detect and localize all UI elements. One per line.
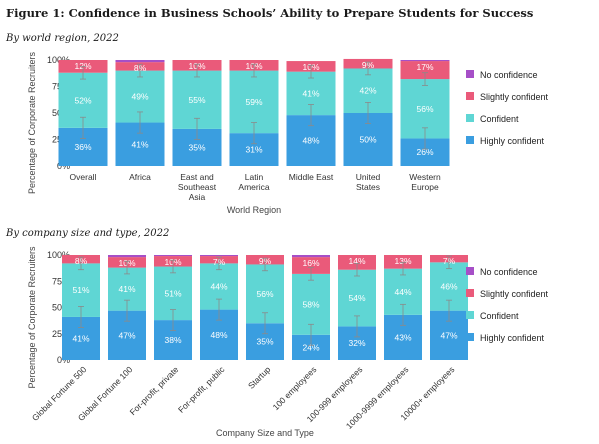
data-label: 51% bbox=[164, 288, 181, 298]
x-tick-label: Africa bbox=[129, 172, 151, 182]
y-axis-title: Percentage of Corporate Recruiters bbox=[27, 51, 37, 194]
chart-2: 0%25%50%75%100%Percentage of Corporate R… bbox=[27, 246, 549, 438]
figure-title: Figure 1: Confidence in Business Schools… bbox=[6, 6, 534, 20]
data-label: 58% bbox=[302, 299, 319, 309]
legend-swatch bbox=[466, 289, 474, 297]
legend-label: Highly confident bbox=[480, 333, 545, 343]
data-label: 16% bbox=[302, 258, 319, 268]
data-label: 44% bbox=[394, 287, 411, 297]
legend-label: Confident bbox=[480, 114, 519, 124]
bar-no-confidence bbox=[108, 255, 146, 258]
data-label: 35% bbox=[188, 142, 205, 152]
chart-1: 0%25%50%75%100%Percentage of Corporate R… bbox=[27, 51, 549, 215]
data-label: 36% bbox=[74, 142, 91, 152]
data-label: 38% bbox=[164, 335, 181, 345]
data-label: 54% bbox=[348, 293, 365, 303]
x-tick-label: United States bbox=[356, 172, 381, 192]
legend-swatch bbox=[466, 114, 474, 122]
data-label: 41% bbox=[302, 88, 319, 98]
legend-label: No confidence bbox=[480, 70, 538, 80]
data-label: 55% bbox=[188, 95, 205, 105]
data-label: 47% bbox=[118, 330, 135, 340]
data-label: 43% bbox=[394, 332, 411, 342]
legend-swatch bbox=[466, 136, 474, 144]
legend-swatch bbox=[466, 92, 474, 100]
bar-no-confidence bbox=[154, 255, 192, 257]
data-label: 44% bbox=[210, 282, 227, 292]
data-label: 50% bbox=[359, 135, 376, 145]
bar-no-confidence bbox=[400, 60, 450, 62]
x-tick-label: Latin America bbox=[238, 172, 269, 192]
x-tick-label: For-profit, private bbox=[128, 364, 181, 417]
bar-slightly-confident bbox=[400, 61, 450, 80]
data-label: 51% bbox=[72, 285, 89, 295]
x-axis-title: World Region bbox=[227, 205, 281, 215]
data-label: 17% bbox=[416, 62, 433, 72]
y-tick-label: 25% bbox=[52, 329, 70, 339]
x-tick-label: Startup bbox=[246, 364, 273, 391]
x-tick-label: Middle East bbox=[289, 172, 334, 182]
bar-slightly-confident bbox=[292, 257, 330, 274]
x-tick-label: East and Southeast Asia bbox=[178, 172, 217, 202]
data-label: 48% bbox=[302, 136, 319, 146]
data-label: 52% bbox=[74, 95, 91, 105]
data-label: 14% bbox=[348, 256, 365, 266]
data-label: 48% bbox=[210, 330, 227, 340]
data-label: 56% bbox=[256, 289, 273, 299]
bar-slightly-confident bbox=[338, 255, 376, 270]
data-label: 47% bbox=[440, 330, 457, 340]
data-label: 46% bbox=[440, 282, 457, 292]
legend-swatch bbox=[466, 311, 474, 319]
legend-label: No confidence bbox=[480, 267, 538, 277]
bar-no-confidence bbox=[115, 60, 165, 63]
data-label: 41% bbox=[118, 284, 135, 294]
y-tick-label: 100% bbox=[47, 250, 70, 260]
legend-swatch bbox=[466, 70, 474, 78]
legend-label: Highly confident bbox=[480, 136, 545, 146]
y-tick-label: 100% bbox=[47, 55, 70, 65]
chart2-subtitle: By company size and type, 2022 bbox=[6, 228, 170, 239]
data-label: 49% bbox=[131, 92, 148, 102]
x-tick-label: 100 employees bbox=[271, 364, 319, 412]
data-label: 35% bbox=[256, 337, 273, 347]
y-tick-label: 50% bbox=[52, 303, 70, 313]
legend-label: Slightly confident bbox=[480, 289, 549, 299]
chart1-subtitle: By world region, 2022 bbox=[6, 33, 119, 44]
data-label: 32% bbox=[348, 338, 365, 348]
legend-label: Confident bbox=[480, 311, 519, 321]
data-label: 24% bbox=[302, 342, 319, 352]
data-label: 41% bbox=[72, 333, 89, 343]
data-label: 26% bbox=[416, 147, 433, 157]
y-tick-label: 75% bbox=[52, 276, 70, 286]
x-tick-label: Overall bbox=[70, 172, 97, 182]
legend-swatch bbox=[466, 267, 474, 275]
bar-no-confidence bbox=[292, 255, 330, 258]
data-label: 41% bbox=[131, 139, 148, 149]
x-axis-title: Company Size and Type bbox=[216, 428, 314, 438]
data-label: 59% bbox=[245, 97, 262, 107]
legend-swatch bbox=[466, 333, 474, 341]
bar-slightly-confident bbox=[384, 255, 422, 269]
legend-label: Slightly confident bbox=[480, 92, 549, 102]
bar-no-confidence bbox=[200, 255, 238, 257]
data-label: 13% bbox=[394, 256, 411, 266]
data-label: 56% bbox=[416, 104, 433, 114]
data-label: 42% bbox=[359, 86, 376, 96]
x-tick-label: Western Europe bbox=[409, 172, 441, 192]
data-label: 31% bbox=[245, 145, 262, 155]
x-tick-label: For-profit, public bbox=[176, 364, 227, 415]
y-axis-title: Percentage of Corporate Recruiters bbox=[27, 246, 37, 389]
